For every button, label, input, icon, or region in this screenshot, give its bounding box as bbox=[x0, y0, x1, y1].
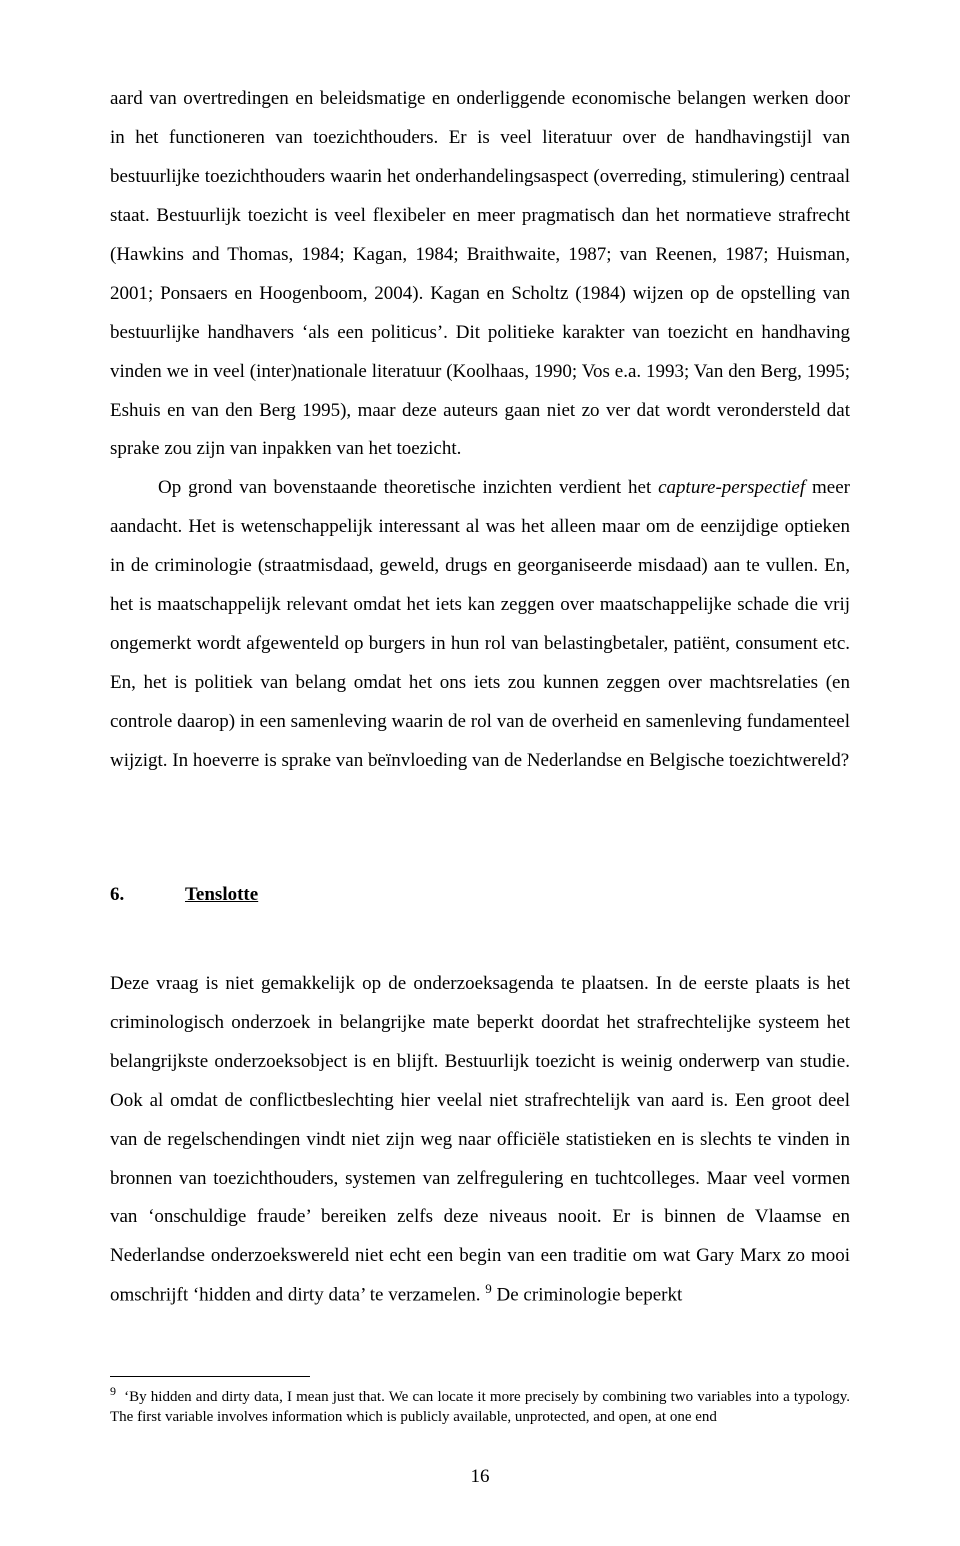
footnote-text: ‘By hidden and dirty data, I mean just t… bbox=[110, 1389, 850, 1425]
section-number: 6. bbox=[110, 876, 185, 915]
p3-text-part1: Deze vraag is niet gemakkelijk op de ond… bbox=[110, 973, 850, 1306]
section-title: Tenslotte bbox=[185, 876, 258, 915]
p3-text-part2: De criminologie beperkt bbox=[492, 1285, 682, 1306]
p2-emphasis-capture-perspectief: capture-perspectief bbox=[658, 477, 805, 498]
body-paragraph-1: aard van overtredingen en beleidsmatige … bbox=[110, 80, 850, 469]
footnote-separator bbox=[110, 1376, 310, 1377]
section-heading: 6. Tenslotte bbox=[110, 876, 850, 915]
body-paragraph-2: Op grond van bovenstaande theoretische i… bbox=[110, 469, 850, 781]
body-paragraph-3: Deze vraag is niet gemakkelijk op de ond… bbox=[110, 965, 850, 1316]
footnote-9: 9 ‘By hidden and dirty data, I mean just… bbox=[110, 1383, 850, 1428]
footnote-marker: 9 bbox=[110, 1384, 116, 1398]
p2-text-pre: Op grond van bovenstaande theoretische i… bbox=[158, 477, 658, 498]
p2-text-post: meer aandacht. Het is wetenschappelijk i… bbox=[110, 477, 850, 771]
page-number: 16 bbox=[110, 1467, 850, 1486]
